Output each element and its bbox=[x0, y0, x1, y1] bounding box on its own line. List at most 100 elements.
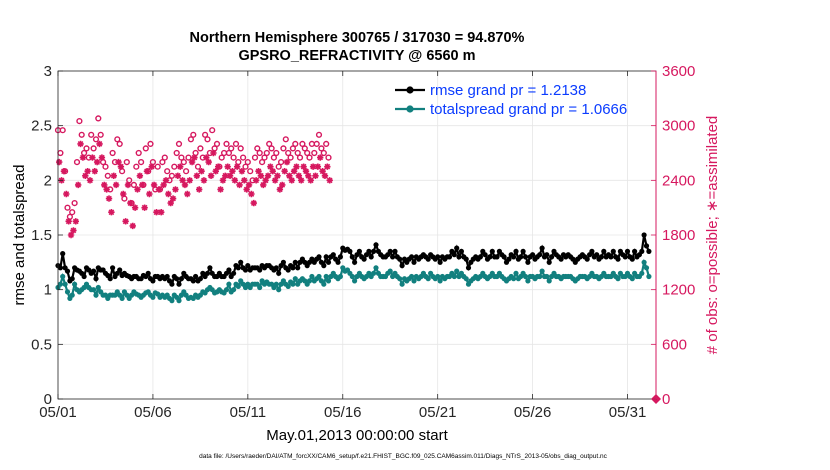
obs-possible-marker bbox=[159, 159, 166, 166]
obs-possible-marker bbox=[213, 140, 221, 148]
obs-possible-marker bbox=[175, 140, 183, 148]
obs-assimilated-marker bbox=[91, 168, 98, 175]
obs-assimilated-marker bbox=[162, 177, 170, 184]
totalspread-point bbox=[119, 295, 125, 301]
rmse-point bbox=[321, 263, 327, 269]
obs-possible-marker bbox=[244, 159, 251, 166]
obs-assimilated-marker bbox=[103, 186, 110, 193]
obs-possible-marker bbox=[116, 140, 123, 148]
obs-possible-marker bbox=[78, 131, 85, 138]
totalspread-point bbox=[537, 273, 543, 280]
rmse-point bbox=[537, 252, 543, 258]
obs-possible-marker bbox=[88, 131, 95, 138]
y-right-tick-label: 3600 bbox=[662, 63, 695, 80]
obs-possible-marker bbox=[161, 154, 168, 161]
axis-ticks: 05/01 05/06 05/11 05/16 05/21 05/26 05/31 0 0.5 1… bbox=[31, 63, 695, 421]
totalspread-point bbox=[316, 273, 322, 280]
obs-assimilated-marker bbox=[77, 140, 84, 148]
legend-rmse-marker bbox=[406, 86, 414, 94]
rmse-point bbox=[349, 254, 355, 260]
obs-assimilated-marker bbox=[217, 186, 224, 193]
y-right-tick-label: 600 bbox=[662, 336, 687, 353]
rmse-point bbox=[316, 254, 322, 260]
rmse-point bbox=[594, 252, 600, 258]
obs-assimilated-marker bbox=[300, 163, 307, 170]
y-left-tick-label: 0.5 bbox=[31, 336, 52, 353]
obs-possible-marker bbox=[171, 163, 178, 170]
obs-assimilated-marker bbox=[141, 204, 148, 211]
obs-assimilated-marker bbox=[74, 181, 82, 189]
obs-assimilated-marker bbox=[179, 177, 186, 184]
totalspread-point bbox=[371, 270, 377, 276]
rmse-point bbox=[489, 248, 495, 254]
rmse-point bbox=[411, 259, 417, 265]
chart-title-line2: GPSRO_REFRACTIVITY @ 6560 m bbox=[238, 48, 475, 64]
totalspread-point bbox=[641, 259, 647, 265]
obs-possible-marker bbox=[315, 131, 323, 138]
obs-assimilated-marker bbox=[129, 222, 136, 230]
obs-assimilated-marker bbox=[124, 181, 132, 189]
rmse-point bbox=[361, 256, 367, 262]
totalspread-point bbox=[643, 265, 650, 271]
totalspread-point bbox=[544, 273, 550, 280]
obs-assimilated-marker bbox=[169, 195, 177, 202]
obs-possible-marker bbox=[130, 181, 138, 189]
obs-assimilated-marker bbox=[150, 181, 158, 189]
rmse-point bbox=[276, 270, 282, 276]
obs-assimilated-marker bbox=[207, 172, 215, 179]
obs-assimilated-marker bbox=[319, 168, 326, 175]
obs-assimilated-marker bbox=[139, 181, 146, 189]
obs-assimilated-marker bbox=[283, 158, 291, 166]
totalspread-point bbox=[231, 287, 237, 293]
obs-assimilated-marker bbox=[279, 181, 286, 189]
obs-possible-marker bbox=[273, 149, 280, 157]
x-tick-label: 05/01 bbox=[39, 404, 77, 421]
obs-assimilated-marker bbox=[252, 177, 260, 184]
obs-assimilated-marker bbox=[186, 177, 193, 184]
rmse-point bbox=[176, 281, 182, 287]
rmse-point bbox=[57, 265, 64, 271]
rmse-point bbox=[456, 254, 462, 260]
totalspread-point bbox=[463, 276, 469, 282]
obs-possible-marker bbox=[254, 145, 261, 152]
obs-possible-marker bbox=[83, 145, 90, 152]
totalspread-point bbox=[513, 270, 519, 276]
rmse-point bbox=[632, 248, 638, 254]
obs-assimilated-marker bbox=[153, 209, 160, 216]
obs-assimilated-marker bbox=[276, 186, 284, 193]
obs-assimilated-marker bbox=[286, 172, 293, 179]
obs-assimilated-marker bbox=[212, 168, 220, 175]
rmse-point bbox=[451, 252, 457, 258]
rmse-point bbox=[409, 254, 415, 260]
obs-assimilated-marker bbox=[214, 163, 222, 170]
chart-title-line1: Northern Hemisphere 300765 / 317030 = 94… bbox=[190, 30, 525, 46]
rmse-point bbox=[646, 248, 652, 254]
rmse-point bbox=[487, 254, 493, 260]
rmse-point bbox=[641, 232, 647, 238]
totalspread-point bbox=[150, 294, 156, 300]
obs-possible-marker bbox=[197, 145, 204, 152]
obs-possible-marker bbox=[306, 154, 313, 161]
obs-assimilated-marker bbox=[198, 168, 205, 175]
rmse-point bbox=[446, 254, 453, 260]
rmse-point bbox=[193, 273, 199, 280]
obs-assimilated-marker bbox=[122, 218, 129, 225]
rmse-point bbox=[164, 273, 170, 280]
totalspread-point bbox=[399, 281, 405, 287]
totalspread-point bbox=[60, 273, 66, 280]
obs-assimilated-marker bbox=[86, 177, 94, 184]
totalspread-point bbox=[615, 276, 621, 282]
legend: rmse grand pr = 1.2138 totalspread grand… bbox=[395, 82, 627, 118]
y-left-tick-label: 1 bbox=[44, 282, 52, 299]
rmse-point bbox=[330, 252, 336, 258]
rmse-point bbox=[242, 267, 249, 273]
rmse-point bbox=[584, 256, 590, 262]
obs-assimilated-marker bbox=[65, 218, 72, 225]
rmse-point bbox=[629, 256, 635, 262]
obs-assimilated-marker bbox=[158, 209, 165, 216]
obs-possible-marker bbox=[185, 154, 192, 161]
obs-possible-marker bbox=[275, 163, 282, 170]
obs-possible-marker bbox=[223, 140, 230, 148]
obs-assimilated-marker bbox=[84, 168, 91, 175]
rmse-point bbox=[454, 245, 460, 251]
